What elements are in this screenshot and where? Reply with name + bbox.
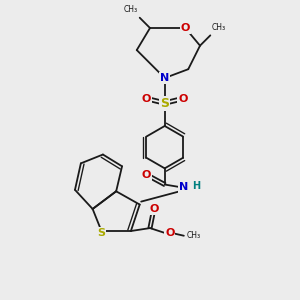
Text: O: O — [181, 23, 190, 33]
Text: CH₃: CH₃ — [212, 23, 226, 32]
Text: S: S — [160, 97, 169, 110]
Text: O: O — [178, 94, 188, 103]
Text: N: N — [179, 182, 188, 193]
Text: O: O — [142, 94, 151, 103]
Text: O: O — [165, 228, 174, 239]
Text: H: H — [192, 181, 200, 191]
Text: O: O — [142, 170, 151, 180]
Text: CH₃: CH₃ — [186, 231, 200, 240]
Text: S: S — [97, 228, 105, 238]
Text: N: N — [160, 73, 169, 83]
Text: O: O — [150, 204, 159, 214]
Text: CH₃: CH₃ — [124, 5, 138, 14]
